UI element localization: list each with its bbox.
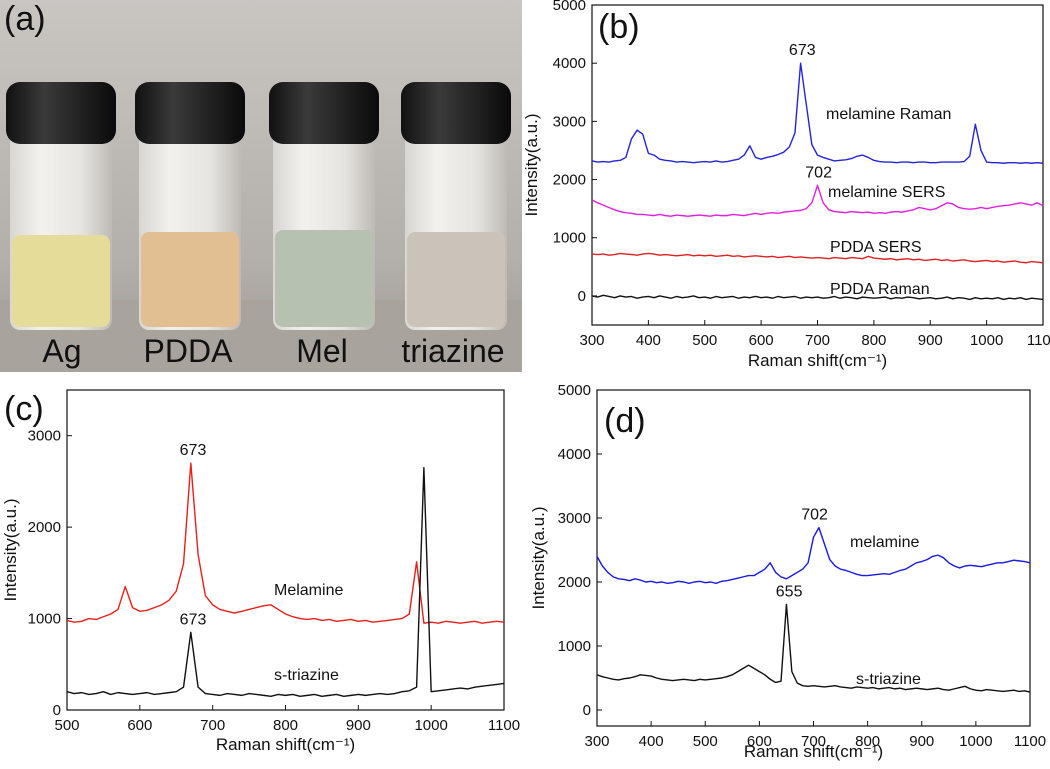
series-label: melamine [850, 534, 919, 551]
chart-panel: 300 400 500 600 700 800 900 1000 1100 0 1000 2000 30… [529, 382, 1046, 761]
spectrum-line [596, 526, 1031, 584]
series-label: melamine SERS [828, 184, 945, 201]
y-tick-label: 5000 [553, 0, 586, 14]
x-tick-label: 700 [200, 717, 225, 734]
panel-label: (d) [604, 402, 646, 440]
x-axis-label: Raman shift(cm⁻¹) [748, 351, 887, 370]
plot-frame [596, 389, 1031, 727]
panel-label: (a) [4, 0, 46, 38]
x-tick-label: 900 [918, 332, 943, 349]
x-tick-label: 300 [579, 332, 604, 349]
panel-label: (b) [598, 8, 640, 46]
y-tick-label: 0 [578, 288, 586, 305]
y-tick-label: 5000 [558, 382, 591, 399]
spectrum-line [66, 467, 505, 697]
y-tick-label: 4000 [553, 55, 586, 72]
peak-label: 673 [180, 611, 207, 628]
vial-label: triazine [401, 333, 504, 369]
spectrum-line [591, 184, 1044, 217]
spectrum-line [66, 462, 505, 624]
vial-label: Mel [296, 333, 348, 369]
series-label: PDDA SERS [830, 239, 922, 256]
y-tick-label: 1000 [558, 638, 591, 655]
y-axis-label: Intensity(a.u.) [1, 499, 20, 602]
y-axis-label: Intensity(a.u.) [529, 507, 548, 610]
x-tick-label: 500 [54, 717, 79, 734]
vial [135, 82, 245, 330]
x-tick-label: 800 [273, 717, 298, 734]
x-axis-label: Raman shift(cm⁻¹) [216, 735, 355, 754]
y-tick-label: 4000 [558, 446, 591, 463]
x-tick-label: 500 [693, 733, 718, 750]
spectrum-line [591, 62, 1044, 164]
peak-label: 655 [776, 583, 803, 600]
vial-label: Ag [42, 333, 81, 369]
x-tick-label: 700 [805, 332, 830, 349]
x-tick-label: 1100 [1027, 332, 1050, 349]
vial-label: PDDA [144, 333, 234, 369]
x-tick-label: 900 [346, 717, 371, 734]
x-axis-label: Raman shift(cm⁻¹) [744, 742, 883, 761]
spectrum-line [591, 252, 1044, 264]
chart-panel: 300 400 500 600 700 800 900 1000 1100 0 1000 2000 30… [522, 0, 1050, 370]
x-tick-label: 1000 [970, 332, 1003, 349]
x-tick-label: 1100 [488, 717, 520, 734]
series-label: s-triazine [856, 671, 921, 688]
y-tick-label: 1000 [28, 611, 61, 628]
series-label: PDDA Raman [830, 281, 930, 298]
x-tick-label: 600 [749, 332, 774, 349]
y-tick-label: 3000 [553, 113, 586, 130]
y-axis-label: Intensity(a.u.) [522, 114, 541, 217]
panel-label: (c) [4, 390, 44, 428]
x-tick-label: 600 [747, 733, 772, 750]
x-tick-label: 400 [636, 332, 661, 349]
y-tick-label: 0 [583, 702, 591, 719]
x-tick-label: 1000 [414, 717, 447, 734]
x-tick-label: 400 [639, 733, 664, 750]
peak-label: 673 [789, 42, 816, 59]
x-tick-label: 800 [861, 332, 886, 349]
vial [6, 82, 116, 330]
x-tick-label: 1000 [959, 733, 992, 750]
photo: (a) Ag PDDA Mel triazine [0, 0, 522, 372]
x-tick-label: 800 [855, 733, 880, 750]
series-label: s-triazine [274, 667, 339, 684]
chart-panel: 500 600 700 800 900 1000 1100 0 1000 2000 3000 Rama… [1, 389, 520, 754]
x-tick-label: 300 [584, 733, 609, 750]
spectrum-line [596, 603, 1031, 693]
y-tick-label: 0 [53, 702, 61, 719]
x-tick-label: 500 [692, 332, 717, 349]
peak-label: 702 [805, 164, 832, 181]
y-tick-label: 2000 [28, 519, 61, 536]
peak-label: 673 [180, 442, 207, 459]
peak-label: 702 [801, 507, 828, 524]
vial [269, 82, 379, 330]
spectrum-line [591, 294, 1044, 301]
y-tick-label: 3000 [558, 510, 591, 527]
x-tick-label: 700 [801, 733, 826, 750]
series-label: melamine Raman [826, 106, 951, 123]
x-tick-label: 900 [909, 733, 934, 750]
x-tick-label: 600 [127, 717, 152, 734]
y-tick-label: 2000 [558, 574, 591, 591]
y-tick-label: 2000 [553, 172, 586, 189]
y-tick-label: 1000 [553, 230, 586, 247]
x-tick-label: 1100 [1014, 733, 1046, 750]
vial [401, 82, 511, 330]
plot-frame [66, 389, 505, 711]
series-label: Melamine [274, 582, 343, 599]
y-tick-label: 3000 [28, 428, 61, 445]
